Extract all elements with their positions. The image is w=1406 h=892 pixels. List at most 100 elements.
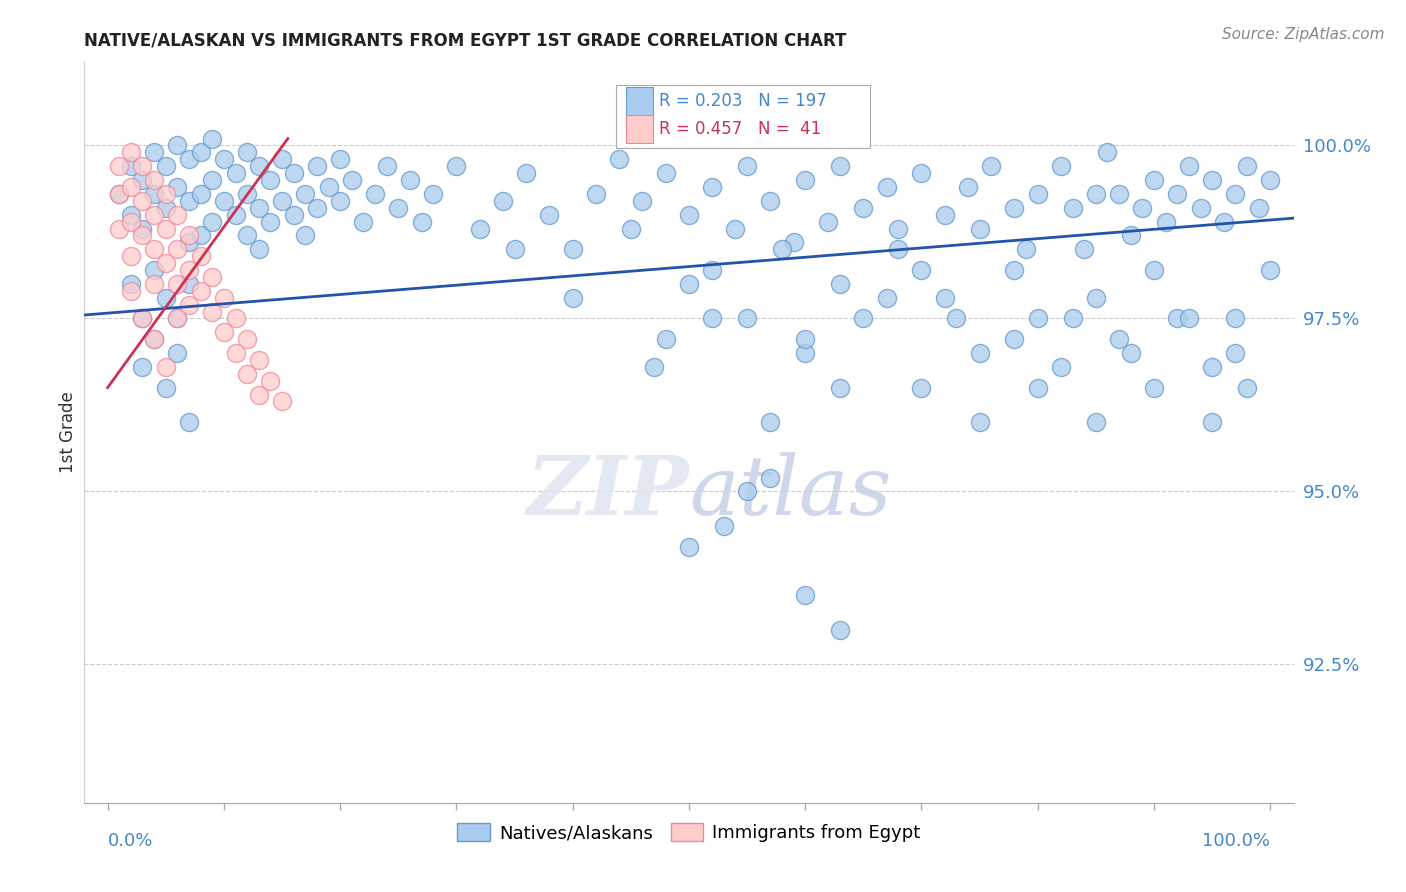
Point [131, 228, 153, 243]
Point [166, 138, 188, 153]
Point [759, 470, 782, 484]
Point [1004, 201, 1026, 215]
Point [177, 235, 200, 250]
Point [1258, 173, 1281, 187]
Text: 0.0%: 0.0% [108, 832, 153, 850]
Point [143, 145, 166, 160]
Point [190, 228, 212, 243]
Point [155, 186, 177, 201]
FancyBboxPatch shape [616, 85, 870, 147]
Point [631, 194, 654, 208]
Point [143, 263, 166, 277]
Point [120, 277, 142, 291]
Point [934, 208, 956, 222]
Point [1004, 332, 1026, 346]
Point [1026, 311, 1049, 326]
Point [212, 153, 235, 167]
Point [155, 201, 177, 215]
Text: ZIP: ZIP [526, 452, 689, 532]
Point [1143, 263, 1166, 277]
Point [830, 623, 852, 637]
Point [1212, 214, 1234, 228]
Point [120, 159, 142, 173]
Point [236, 145, 259, 160]
Point [1225, 311, 1247, 326]
Point [1050, 359, 1073, 374]
Point [887, 242, 910, 256]
Point [1225, 346, 1247, 360]
Point [155, 256, 177, 270]
Point [177, 194, 200, 208]
Point [120, 145, 142, 160]
Point [364, 186, 387, 201]
Point [212, 194, 235, 208]
Point [131, 221, 153, 235]
Point [131, 311, 153, 326]
Point [120, 284, 142, 298]
Point [143, 186, 166, 201]
Point [155, 159, 177, 173]
Point [190, 145, 212, 160]
Point [607, 153, 630, 167]
Point [155, 359, 177, 374]
Point [446, 159, 468, 173]
Point [177, 277, 200, 291]
Point [225, 208, 247, 222]
Text: atlas: atlas [689, 452, 891, 532]
Point [131, 194, 153, 208]
Point [702, 180, 724, 194]
Text: R = 0.457   N =  41: R = 0.457 N = 41 [659, 120, 821, 138]
Legend: Natives/Alaskans, Immigrants from Egypt: Natives/Alaskans, Immigrants from Egypt [450, 815, 928, 849]
Point [503, 242, 526, 256]
Point [1178, 311, 1201, 326]
Point [166, 277, 188, 291]
Point [305, 159, 328, 173]
Point [852, 201, 875, 215]
Point [1026, 381, 1049, 395]
Point [177, 297, 200, 311]
Point [201, 214, 224, 228]
Point [852, 311, 875, 326]
Point [934, 291, 956, 305]
Point [1119, 228, 1142, 243]
Point [143, 242, 166, 256]
Point [702, 263, 724, 277]
Point [654, 166, 676, 180]
Point [969, 415, 991, 429]
Point [1154, 214, 1177, 228]
Point [910, 263, 932, 277]
Point [1073, 242, 1095, 256]
Point [1084, 415, 1107, 429]
Point [956, 180, 979, 194]
Text: 100.0%: 100.0% [1202, 832, 1270, 850]
Point [794, 173, 817, 187]
Point [340, 173, 363, 187]
Point [259, 214, 281, 228]
Point [143, 277, 166, 291]
Point [1004, 263, 1026, 277]
Point [1084, 291, 1107, 305]
Point [399, 173, 422, 187]
Point [177, 415, 200, 429]
Point [759, 415, 782, 429]
Point [910, 381, 932, 395]
Point [1062, 311, 1084, 326]
Point [735, 159, 758, 173]
Point [190, 186, 212, 201]
Point [201, 131, 224, 145]
Point [387, 201, 409, 215]
Point [190, 284, 212, 298]
Point [620, 221, 643, 235]
Point [120, 249, 142, 263]
Point [120, 180, 142, 194]
Point [166, 311, 188, 326]
Point [329, 153, 352, 167]
Point [143, 173, 166, 187]
Point [1201, 415, 1223, 429]
Point [724, 221, 747, 235]
Point [131, 311, 153, 326]
Point [794, 588, 817, 602]
Point [830, 381, 852, 395]
Point [1247, 201, 1270, 215]
Point [1097, 145, 1119, 160]
